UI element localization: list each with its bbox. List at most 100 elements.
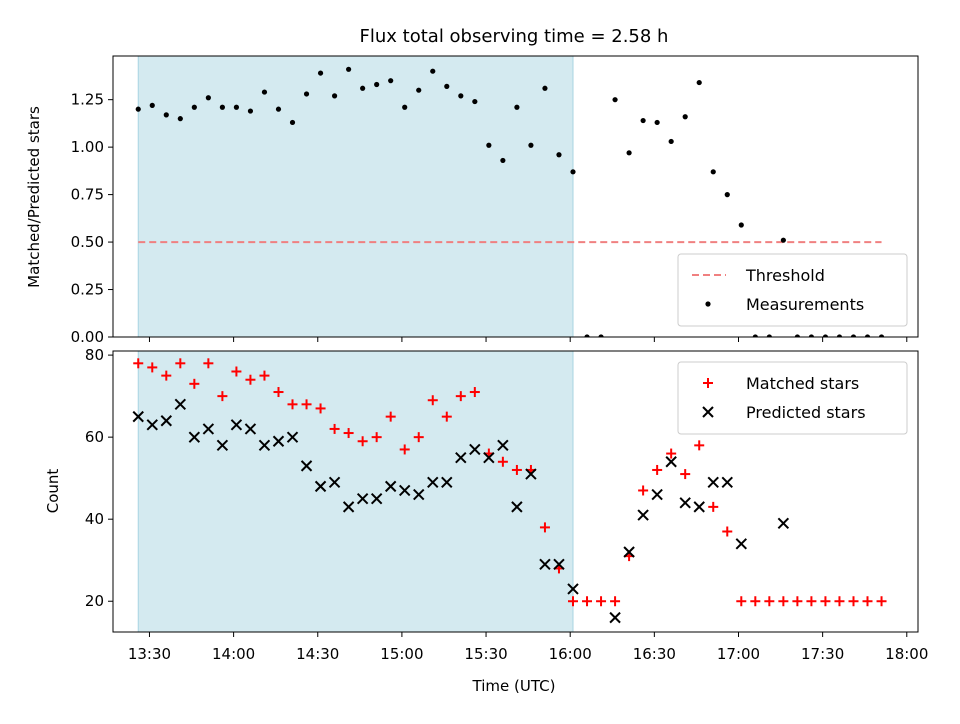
ratio-ytick-label: 0.50 (71, 233, 104, 251)
point-ratio-s0-38 (668, 138, 674, 145)
point-count-s0-45 (764, 596, 775, 607)
observing-span (137, 55, 574, 338)
point-count-s0-31 (568, 596, 578, 607)
ratio-ytick-label: 0.75 (71, 186, 104, 204)
point-ratio-s0-3 (177, 116, 183, 122)
point-count-s0-41 (708, 501, 719, 512)
point-count-s1-22 (441, 476, 453, 488)
point-count-s0-48 (806, 596, 817, 607)
point-count-s0-34 (610, 596, 621, 607)
point-count-s1-42 (777, 517, 790, 529)
point-count-s0-3 (175, 358, 186, 369)
x-tick-label: 17:30 (801, 645, 844, 663)
x-tick-label: 14:00 (212, 645, 255, 663)
ratio-ytick-label: 0.25 (71, 281, 104, 299)
count-y-axis-label: Count (44, 469, 62, 514)
point-count-s0-0 (133, 358, 144, 369)
point-ratio-s0-33 (598, 334, 604, 337)
point-count-s0-43 (736, 596, 747, 607)
point-count-s1-35 (651, 488, 663, 501)
point-count-s1-23 (455, 451, 467, 464)
point-count-s0-4 (189, 378, 200, 389)
point-count-s0-37 (652, 464, 663, 475)
point-count-s1-36 (665, 456, 677, 468)
point-count-s1-28 (525, 468, 537, 480)
point-count-s1-7 (230, 419, 243, 431)
point-count-s1-17 (370, 492, 383, 505)
point-count-s0-53 (876, 596, 887, 607)
point-ratio-s0-37 (654, 119, 660, 126)
chart-title: Flux total observing time = 2.58 h (360, 26, 669, 47)
point-count-s0-36 (638, 485, 649, 496)
observing-span (137, 350, 574, 633)
point-count-s1-30 (553, 558, 565, 571)
point-count-s1-0 (132, 410, 144, 423)
point-ratio-s0-35 (626, 150, 632, 156)
point-count-s0-21 (427, 395, 438, 406)
x-tick-label: 16:30 (633, 645, 676, 663)
point-count-s0-33 (596, 596, 607, 607)
ratio-panel: 0.00 0.25 0.50 0.75 1.00 1.25 Threshold Measure… (71, 55, 919, 346)
point-count-s0-42 (722, 526, 733, 537)
point-ratio-s0-14 (331, 93, 338, 99)
point-count-s0-2 (161, 370, 172, 381)
ratio-y-axis-label: Matched/Predicted stars (25, 106, 43, 288)
point-count-s0-7 (231, 366, 242, 377)
point-ratio-s0-25 (486, 142, 492, 148)
point-count-s1-34 (637, 509, 649, 521)
point-ratio-s0-40 (696, 79, 702, 86)
point-ratio-s0-16 (360, 85, 366, 91)
point-ratio-s0-28 (528, 142, 534, 148)
legend-label: Predicted stars (746, 403, 866, 422)
count-points (132, 358, 887, 624)
point-count-s1-26 (497, 439, 509, 452)
ratio-frame (112, 55, 919, 338)
point-count-s1-41 (735, 538, 747, 550)
point-count-s0-32 (582, 596, 593, 607)
point-ratio-s0-7 (233, 104, 240, 110)
point-count-s1-38 (693, 501, 705, 513)
point-count-s0-27 (511, 464, 522, 475)
point-ratio-s0-48 (808, 334, 815, 337)
ratio-ytick-label: 1.25 (71, 91, 104, 109)
point-ratio-s0-44 (752, 334, 758, 337)
x-tick-label: 15:30 (464, 645, 507, 663)
point-ratio-s0-4 (191, 104, 197, 110)
point-count-s1-18 (384, 480, 397, 493)
point-ratio-s0-22 (444, 83, 450, 89)
x-tick-label: 18:00 (885, 645, 928, 663)
point-count-s0-50 (834, 596, 845, 607)
point-count-s1-20 (413, 488, 425, 501)
point-count-s0-5 (203, 358, 214, 369)
point-count-s0-46 (778, 596, 789, 607)
point-count-s1-24 (469, 443, 481, 456)
x-tick-label: 13:30 (128, 645, 171, 663)
point-ratio-s0-17 (374, 81, 380, 88)
point-ratio-s0-50 (836, 334, 843, 337)
point-count-s1-2 (160, 415, 172, 427)
point-count-s0-22 (441, 411, 452, 422)
point-count-s0-14 (329, 423, 340, 434)
point-count-s0-16 (357, 436, 368, 447)
legend-box (677, 361, 908, 435)
point-count-s1-15 (342, 501, 355, 513)
point-count-s0-15 (343, 428, 354, 439)
count-frame (112, 350, 919, 633)
point-ratio-s0-13 (317, 70, 324, 76)
x-tick-label: 15:00 (380, 645, 423, 663)
point-count-s1-6 (216, 439, 229, 452)
point-count-s1-9 (258, 439, 271, 452)
point-count-s0-10 (273, 387, 284, 398)
point-ratio-s0-10 (275, 106, 282, 112)
point-count-s1-13 (314, 480, 327, 493)
point-count-s0-11 (287, 399, 298, 410)
legend-box (677, 253, 908, 327)
point-ratio-s0-45 (766, 334, 772, 337)
point-ratio-s0-30 (556, 152, 562, 158)
point-ratio-s0-51 (850, 334, 857, 337)
point-count-s0-49 (820, 596, 831, 607)
point-count-s0-8 (245, 374, 256, 385)
point-ratio-s0-49 (822, 334, 829, 337)
point-count-s0-17 (371, 432, 382, 443)
